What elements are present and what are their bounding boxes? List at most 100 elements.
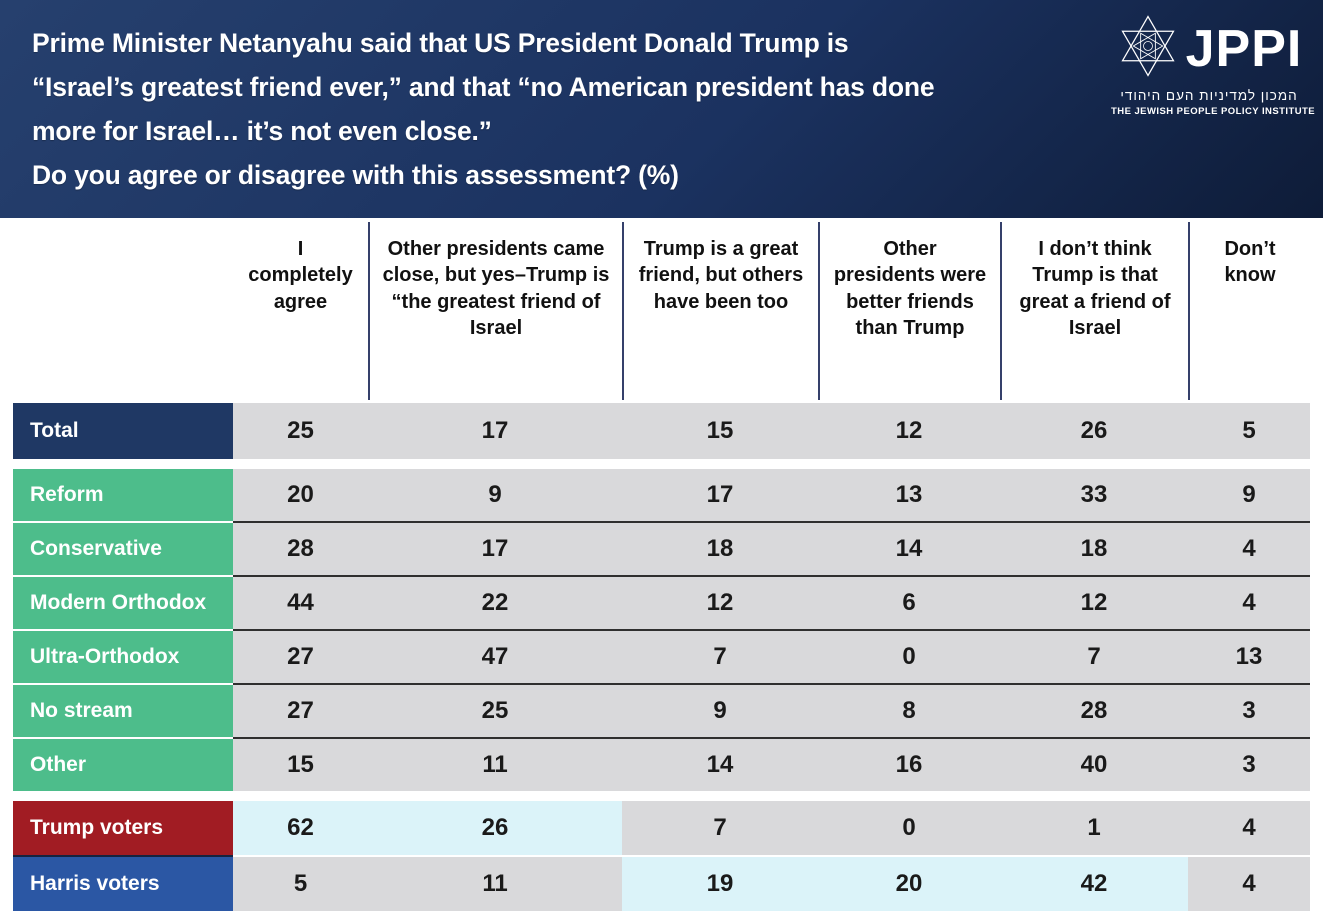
row-label: Reform [13,469,233,521]
data-rows: 20 9 17 13 33 9 28 17 18 14 18 4 44 22 12 6 12 4 27 47 7 0 7 13… [233,469,1310,791]
table-row: 28 17 18 14 18 4 [233,521,1310,575]
column-header: Other presidents came close, but yes–Tru… [368,222,622,400]
value-cell: 4 [1188,801,1310,855]
column-header: I completely agree [248,238,353,313]
label-divider [13,521,233,523]
value-cell: 13 [818,469,1000,521]
value-cell: 5 [1188,403,1310,459]
value-cell: 4 [1188,577,1310,629]
column-header: Trump is a great friend, but others have… [622,222,818,400]
survey-question-title: Prime Minister Netanyahu said that US Pr… [32,21,935,197]
row-label: Modern Orthodox [13,577,233,629]
row-label: Total [13,403,233,459]
row-label-column: Total [13,403,233,459]
value-cell: 20 [233,469,368,521]
value-cell: 47 [368,631,622,683]
value-cell: 18 [622,523,818,575]
value-cell: 14 [818,523,1000,575]
value-cell: 26 [368,801,622,855]
logo-hebrew-name: המכון למדיניות העם היהודי [1120,88,1298,103]
value-cell: 1 [1000,801,1188,855]
value-cell: 33 [1000,469,1188,521]
column-header: Other presidents were better friends tha… [818,222,1000,400]
value-cell: 4 [1188,857,1310,911]
table-row: 5 11 19 20 42 4 [233,857,1310,911]
value-cell: 12 [622,577,818,629]
value-cell: 7 [1000,631,1188,683]
title-line: more for Israel… it’s not even close.” [32,116,492,146]
row-label-column: Trump voters Harris voters [13,801,233,911]
value-cell: 8 [818,685,1000,737]
value-cell: 9 [368,469,622,521]
value-cell: 17 [368,523,622,575]
value-cell: 9 [622,685,818,737]
value-cell: 15 [622,403,818,459]
table-row: 62 26 7 0 1 4 [233,801,1310,855]
row-label: Harris voters [13,857,233,911]
star-of-david-icon [1116,14,1180,83]
jppi-logo: JPPI המכון למדיניות העם היהודי THE JEWIS… [1111,14,1316,117]
value-cell: 28 [233,523,368,575]
value-cell: 15 [233,739,368,791]
value-cell: 9 [1188,469,1310,521]
label-divider [13,855,233,857]
value-cell: 11 [368,857,622,911]
value-cell: 7 [622,801,818,855]
row-group-total: Total 25 17 15 12 26 5 [13,403,1310,459]
value-cell: 11 [368,739,622,791]
value-cell: 3 [1188,739,1310,791]
value-cell: 62 [233,801,368,855]
value-cell: 17 [622,469,818,521]
value-cell: 20 [818,857,1000,911]
value-cell: 5 [233,857,368,911]
value-cell: 19 [622,857,818,911]
column-header-spacer [13,222,233,400]
row-label: Conservative [13,523,233,575]
value-cell: 3 [1188,685,1310,737]
value-cell: 12 [1000,577,1188,629]
results-table: I completely agree Other presidents came… [13,222,1310,911]
table-row: 44 22 12 6 12 4 [233,575,1310,629]
row-label: Trump voters [13,801,233,855]
table-row: 27 47 7 0 7 13 [233,629,1310,683]
row-label: Ultra-Orthodox [13,631,233,683]
data-rows: 62 26 7 0 1 4 5 11 19 20 42 4 [233,801,1310,911]
label-divider [13,737,233,739]
data-rows: 25 17 15 12 26 5 [233,403,1310,459]
column-headers: I completely agree Other presidents came… [13,222,1310,400]
table-row: 15 11 14 16 40 3 [233,737,1310,791]
logo-english-name: THE JEWISH PEOPLE POLICY INSTITUTE [1111,106,1316,117]
value-cell: 40 [1000,739,1188,791]
value-cell: 16 [818,739,1000,791]
title-line: Do you agree or disagree with this asses… [32,160,679,190]
value-cell: 42 [1000,857,1188,911]
column-header: Don’t know [1188,222,1310,400]
value-cell: 6 [818,577,1000,629]
title-line: Prime Minister Netanyahu said that US Pr… [32,28,849,58]
table-body: Total 25 17 15 12 26 5 Reform Conservative Modern… [13,403,1310,911]
value-cell: 0 [818,801,1000,855]
row-label: Other [13,739,233,791]
row-label: No stream [13,685,233,737]
header-banner: Prime Minister Netanyahu said that US Pr… [0,0,1323,218]
value-cell: 14 [622,739,818,791]
table-row: 25 17 15 12 26 5 [233,403,1310,459]
value-cell: 25 [368,685,622,737]
row-group-voters: Trump voters Harris voters 62 26 7 0 1 4 5 11 19 20… [13,801,1310,911]
label-divider [13,575,233,577]
row-label-column: Reform Conservative Modern Orthodox Ultra-O… [13,469,233,791]
label-divider [13,629,233,631]
value-cell: 13 [1188,631,1310,683]
value-cell: 28 [1000,685,1188,737]
value-cell: 7 [622,631,818,683]
table-row: 20 9 17 13 33 9 [233,469,1310,521]
value-cell: 17 [368,403,622,459]
row-group-denominations: Reform Conservative Modern Orthodox Ultra-O… [13,469,1310,791]
column-header: I don’t think Trump is that great a frie… [1000,222,1188,400]
value-cell: 22 [368,577,622,629]
value-cell: 25 [233,403,368,459]
value-cell: 26 [1000,403,1188,459]
title-line: “Israel’s greatest friend ever,” and tha… [32,72,935,102]
value-cell: 44 [233,577,368,629]
table-row: 27 25 9 8 28 3 [233,683,1310,737]
